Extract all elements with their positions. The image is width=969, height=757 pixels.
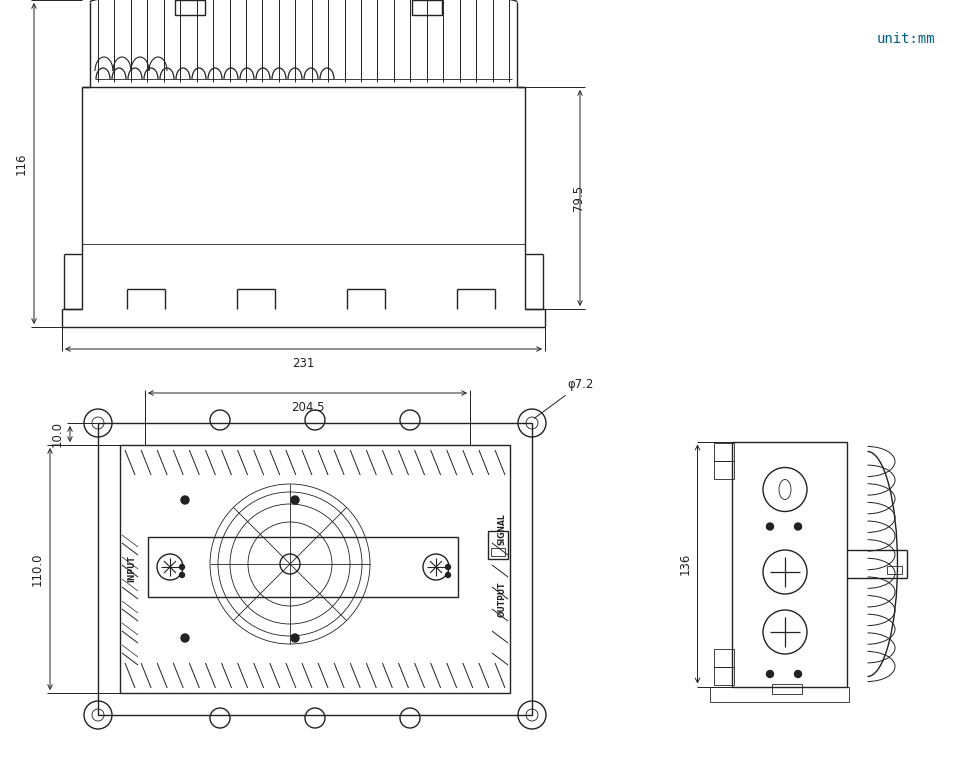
Circle shape xyxy=(445,572,450,578)
Circle shape xyxy=(181,496,189,504)
Circle shape xyxy=(445,565,450,569)
Circle shape xyxy=(766,671,772,678)
Text: 10.0: 10.0 xyxy=(51,421,64,447)
Text: 231: 231 xyxy=(292,357,314,370)
Bar xyxy=(120,445,510,693)
Circle shape xyxy=(291,496,298,504)
Bar xyxy=(490,548,505,556)
Circle shape xyxy=(179,565,184,569)
Text: SIGNAL: SIGNAL xyxy=(497,513,506,545)
Text: 116: 116 xyxy=(15,152,28,175)
Bar xyxy=(714,444,734,462)
Bar xyxy=(148,537,457,597)
Bar xyxy=(887,566,901,574)
Circle shape xyxy=(422,554,449,580)
Circle shape xyxy=(291,634,298,642)
Bar xyxy=(174,0,204,15)
Text: 110.0: 110.0 xyxy=(31,553,44,586)
Text: 136: 136 xyxy=(677,553,691,575)
Text: φ7.2: φ7.2 xyxy=(534,378,593,419)
Bar xyxy=(732,441,847,687)
Circle shape xyxy=(179,572,184,578)
Bar xyxy=(412,0,442,15)
Text: 79.5: 79.5 xyxy=(572,185,584,211)
Bar xyxy=(709,687,849,702)
Bar xyxy=(714,666,734,684)
Circle shape xyxy=(157,554,183,580)
Text: unit:mm: unit:mm xyxy=(875,32,934,46)
Text: INPUT: INPUT xyxy=(127,556,137,582)
Circle shape xyxy=(181,634,189,642)
Bar xyxy=(714,462,734,479)
Bar xyxy=(714,649,734,666)
Bar xyxy=(487,531,508,559)
Text: OUTPUT: OUTPUT xyxy=(497,581,506,617)
Circle shape xyxy=(766,523,772,530)
Bar xyxy=(98,423,531,715)
Text: 204.5: 204.5 xyxy=(291,401,324,414)
Circle shape xyxy=(794,671,800,678)
Bar xyxy=(771,684,801,694)
Circle shape xyxy=(794,523,800,530)
